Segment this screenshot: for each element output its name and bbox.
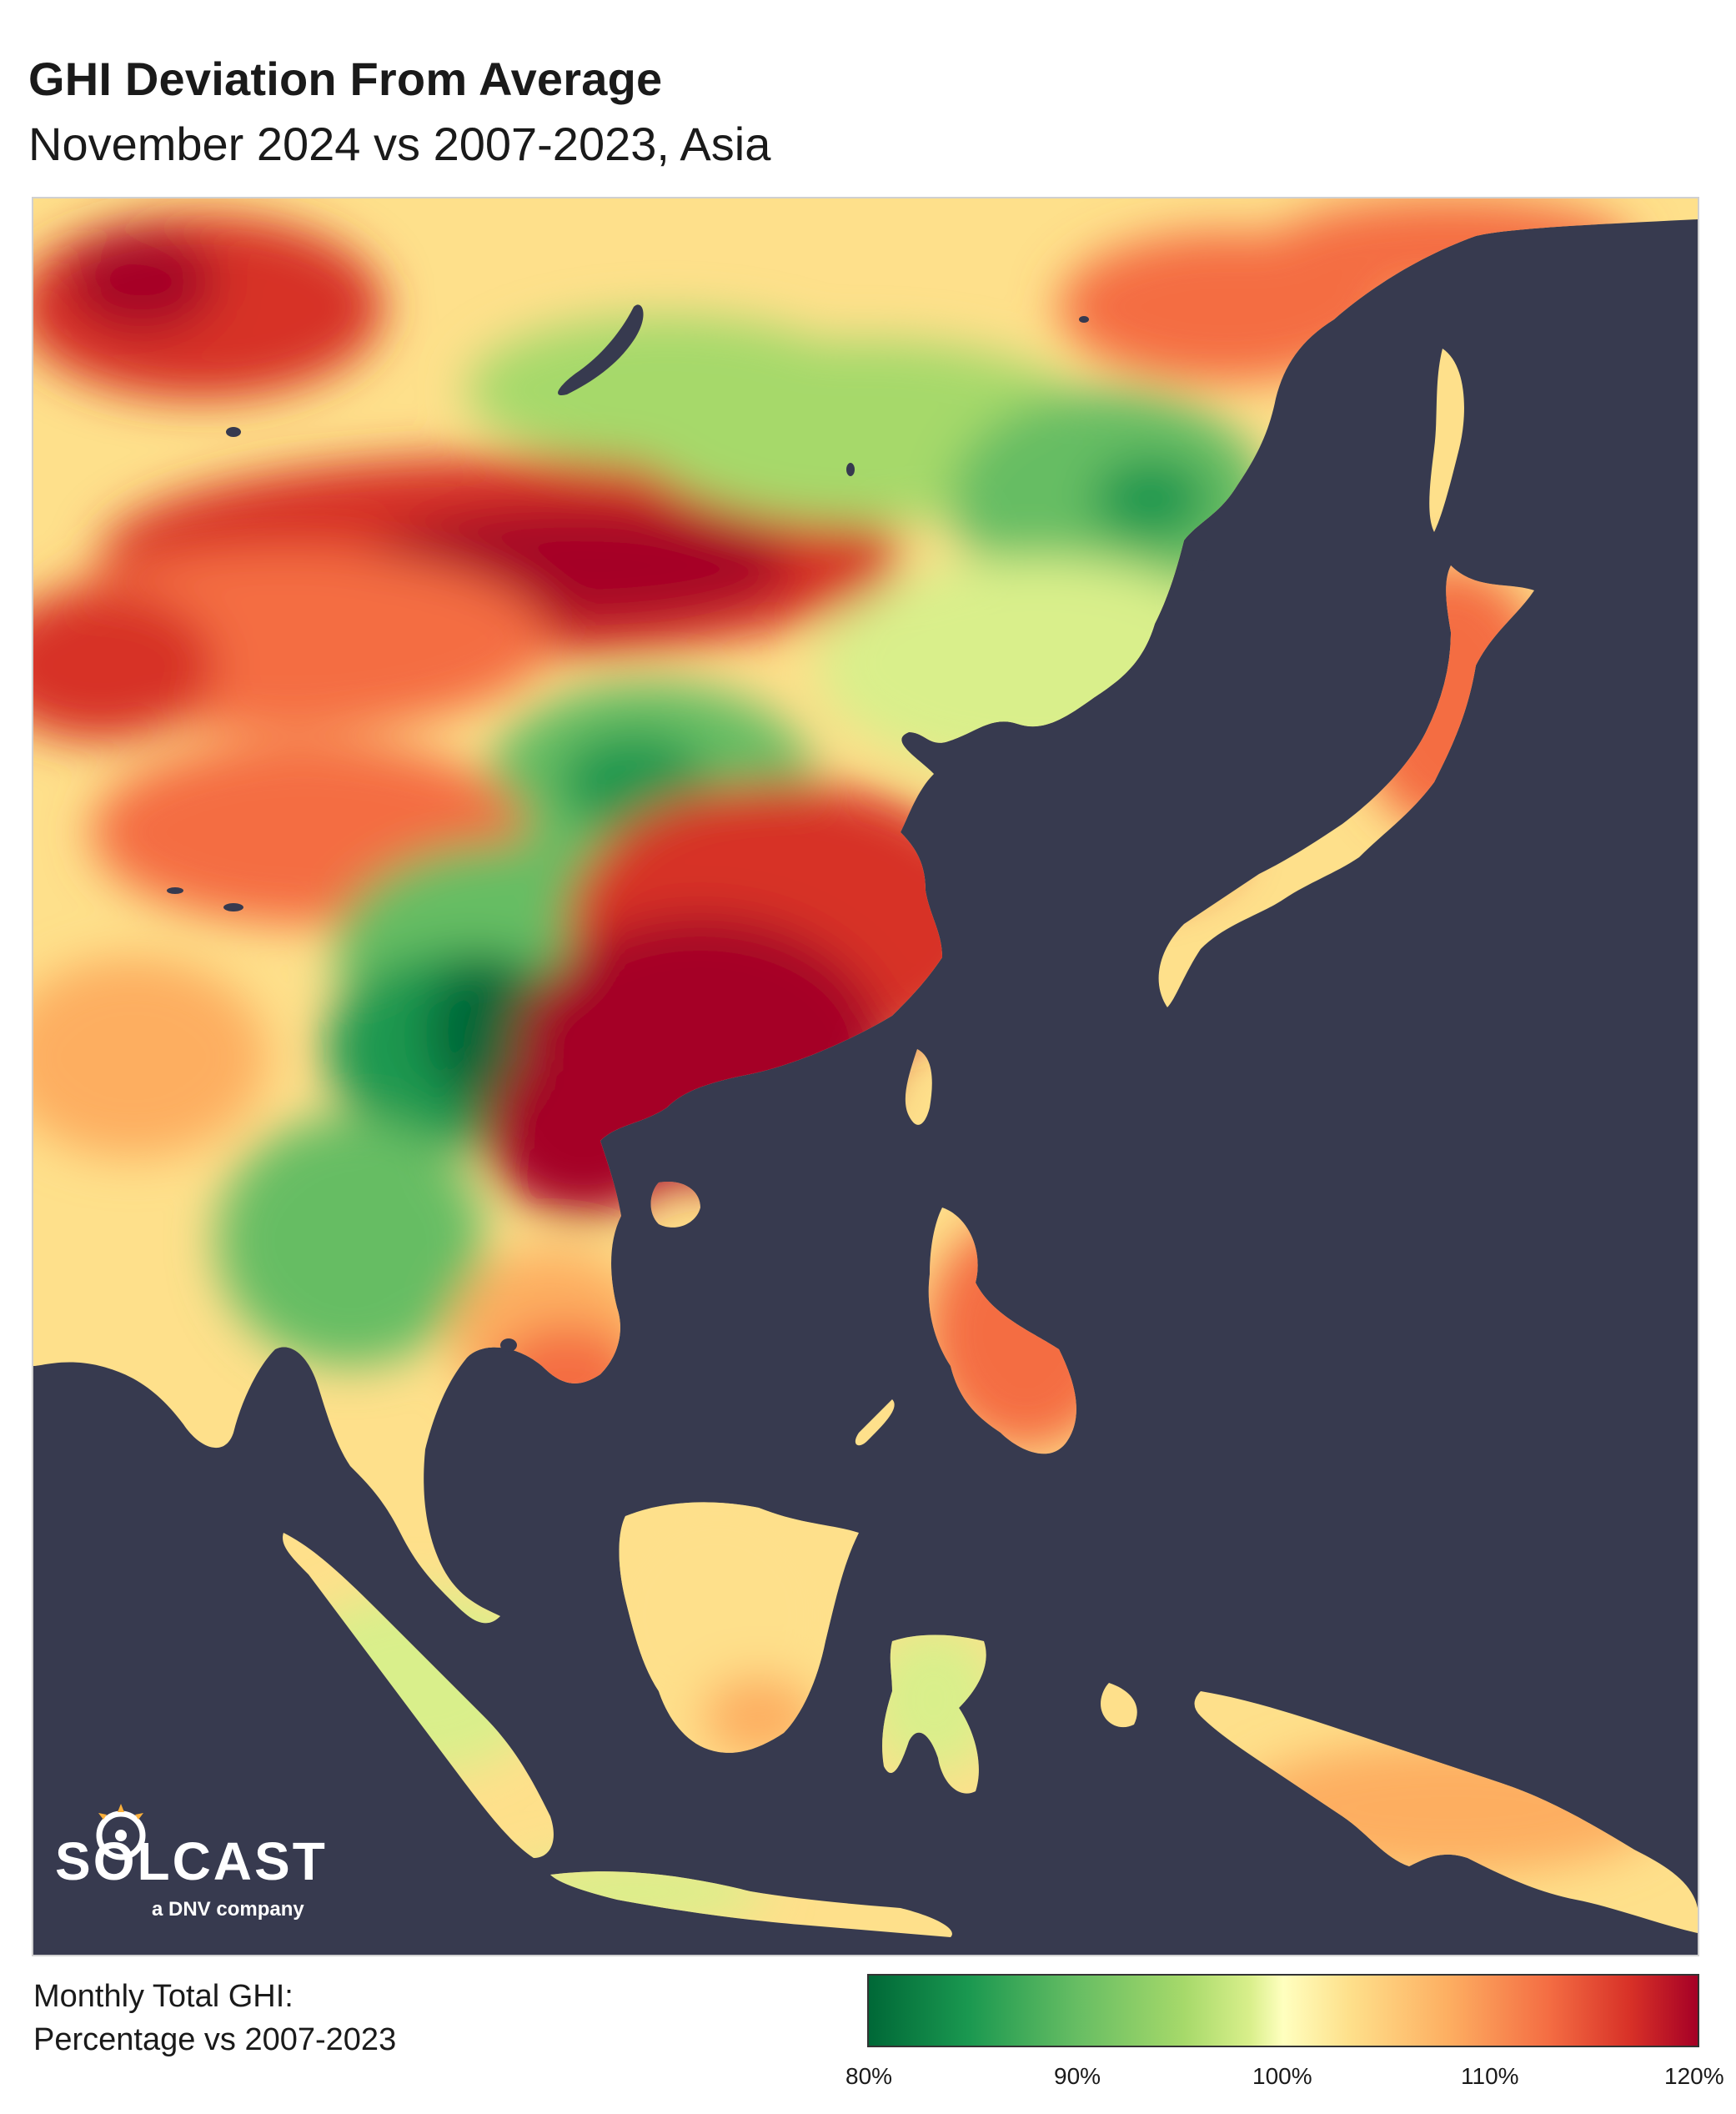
solcast-logo: SOLCAST a DNV company — [55, 1835, 328, 1921]
inland-lakes — [167, 304, 1209, 1352]
legend-title-line1: Monthly Total GHI: — [33, 1979, 294, 2014]
logo-wordmark: SOLCAST — [55, 1831, 328, 1891]
legend-tick-110: 110% — [1461, 2063, 1519, 2089]
map-subtitle: November 2024 vs 2007-2023, Asia — [28, 118, 771, 170]
legend-tick-90: 90% — [1054, 2063, 1101, 2089]
legend-title-line2: Percentage vs 2007-2023 — [33, 2022, 397, 2057]
legend-tick-80: 80% — [845, 2063, 893, 2089]
legend-tick-120: 120% — [1664, 2063, 1724, 2089]
logo-tagline: a DNV company — [152, 1898, 304, 1921]
map-panel[interactable] — [32, 197, 1699, 1956]
map-svg — [33, 198, 1698, 1955]
legend-title: Monthly Total GHI: Percentage vs 2007-20… — [33, 1975, 396, 2061]
map-title: GHI Deviation From Average — [28, 53, 663, 105]
color-scale-bar — [867, 1974, 1699, 2047]
legend-tick-100: 100% — [1252, 2063, 1312, 2089]
solcast-star-icon — [96, 1804, 146, 1860]
